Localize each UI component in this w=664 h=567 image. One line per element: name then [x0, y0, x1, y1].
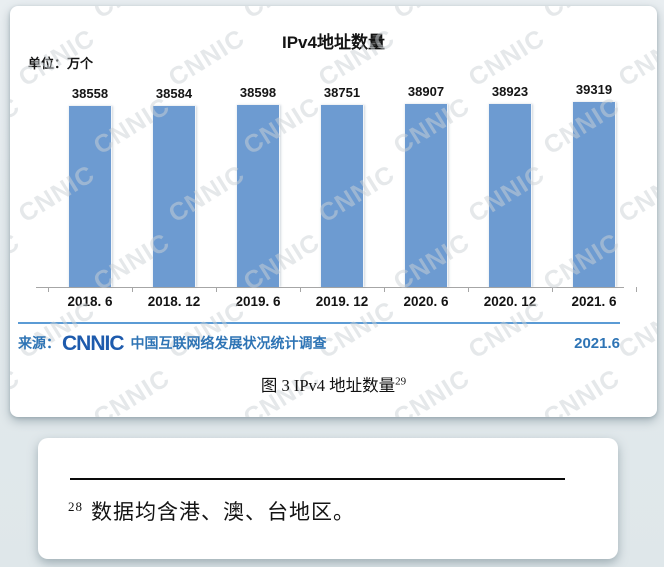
cnnic-logo: CNNIC: [62, 331, 124, 355]
bar-value-label: 38598: [239, 85, 277, 101]
bar: [68, 105, 112, 287]
bar: [236, 105, 280, 287]
x-axis-label: 2021. 6: [571, 294, 617, 309]
chart-title: IPv4地址数量: [282, 33, 385, 52]
x-axis-tick: [132, 287, 133, 292]
bar: [488, 103, 532, 287]
bar-group: 38558 2018. 6: [48, 6, 132, 309]
footnote-marker: 28: [68, 499, 83, 514]
bar-group: 38907 2020. 6: [384, 6, 468, 309]
bar-value-label: 38907: [407, 83, 445, 99]
bar-group: 38598 2019. 6: [216, 6, 300, 309]
x-axis-line: [36, 287, 624, 288]
figure-caption: 图 3 IPv4 地址数量29: [10, 372, 657, 396]
x-axis-label: 2020. 12: [483, 294, 537, 309]
footnote-card: 28 数据均含港、澳、台地区。: [38, 438, 618, 559]
bar-group: 38584 2018. 12: [132, 6, 216, 310]
x-axis-tick: [468, 287, 469, 292]
footnote: 28 数据均含港、澳、台地区。: [68, 496, 598, 526]
source-row: 来源： CNNIC 中国互联网络发展状况统计调查 2021.6: [18, 330, 620, 356]
x-axis-tick: [48, 287, 49, 292]
figure-caption-footnote-ref: 29: [395, 375, 407, 388]
x-axis-tick: [300, 287, 301, 292]
bar-group: 39319 2021. 6: [552, 6, 636, 309]
x-axis-label: 2018. 12: [147, 294, 201, 309]
bar-value-label: 39319: [575, 82, 613, 97]
x-axis-label: 2018. 6: [67, 294, 113, 309]
bar-value-label: 38584: [155, 85, 193, 101]
bar-group: 38751 2019. 12: [300, 6, 384, 309]
footnote-separator-line: [70, 478, 565, 480]
figure-caption-text: 图 3 IPv4 地址数量: [260, 376, 396, 395]
bar-chart: 38558 2018. 6 38584 2018. 12 38598 2019. 6 387…: [10, 6, 657, 417]
unit-label: 单位：万个: [28, 56, 94, 71]
x-axis-tick: [216, 287, 217, 292]
bar-group: 38923 2020. 12: [468, 6, 552, 309]
source-organization-label: 中国互联网络发展状况统计调查: [130, 335, 327, 351]
x-axis-label: 2019. 12: [315, 294, 369, 309]
x-axis-label: 2020. 6: [403, 294, 449, 309]
bar: [152, 105, 196, 287]
footnote-text: 数据均含港、澳、台地区。: [91, 500, 355, 524]
x-axis-label: 2019. 6: [235, 294, 281, 309]
x-axis-tick: [384, 287, 385, 292]
bar: [404, 103, 448, 287]
bar-value-label: 38923: [491, 83, 529, 99]
chart-card: CNNIC CNNIC CNNIC CNNIC CNNIC CNNIC CNNIC CNNIC…: [10, 6, 657, 417]
bar-value-label: 38558: [71, 85, 109, 101]
x-axis-tick: [636, 287, 637, 292]
bar: [320, 104, 364, 287]
x-axis-tick: [552, 287, 553, 292]
source-prefix-label: 来源：: [18, 335, 60, 351]
bar: [572, 102, 616, 287]
bar-value-label: 38751: [323, 84, 361, 100]
source-divider-line: [18, 322, 620, 324]
source-date-label: 2021.6: [574, 334, 620, 352]
